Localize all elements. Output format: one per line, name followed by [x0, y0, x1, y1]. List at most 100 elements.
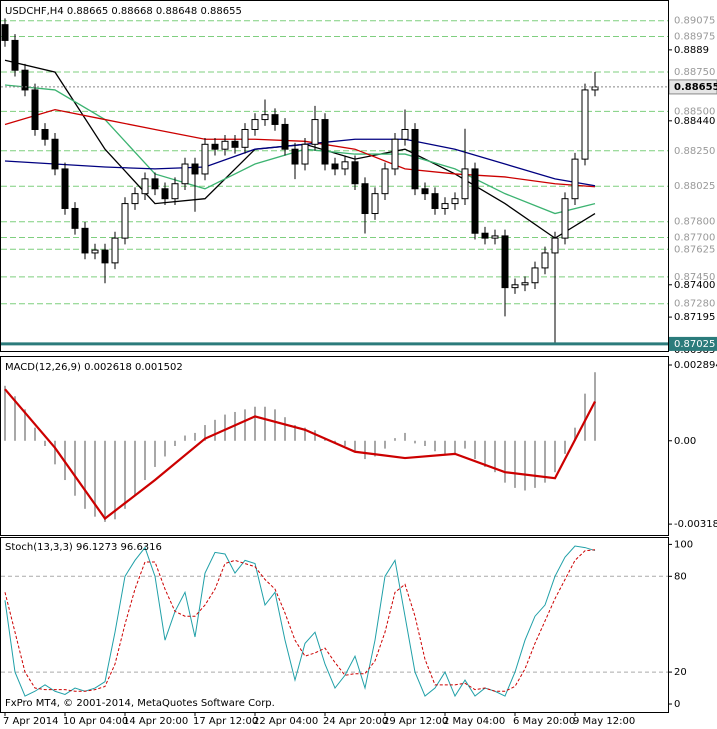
y-tick-label: -0.003184: [674, 519, 717, 530]
macd-bar: [384, 440, 386, 449]
y-tick-label: 80: [674, 571, 687, 582]
candle-body: [101, 249, 109, 264]
candle-body: [301, 143, 309, 165]
candle-body: [331, 163, 339, 170]
candle-body: [181, 163, 189, 185]
x-tick-label: 17 Apr 12:00: [193, 716, 258, 727]
macd-bar: [544, 440, 546, 483]
macd-bar: [144, 440, 146, 481]
candle-body: [571, 158, 579, 200]
level-label: 0.87625: [674, 244, 715, 255]
candle-body: [201, 143, 209, 175]
x-tick-label: 29 Apr 12:00: [383, 716, 448, 727]
candle-body: [541, 252, 549, 269]
candle-body: [461, 168, 469, 200]
y-tick-label: 0.87195: [674, 312, 715, 323]
support-box: [669, 336, 717, 351]
y-tick-label: 100: [674, 539, 693, 550]
level-label: 0.88750: [674, 67, 715, 78]
macd-bar: [344, 440, 346, 446]
macd-bar: [444, 440, 446, 454]
macd-bar: [264, 406, 266, 441]
stoch-line: [4, 549, 596, 692]
macd-bar: [394, 438, 396, 441]
candle-body: [271, 114, 279, 125]
candle-body: [401, 128, 409, 140]
candle-body: [351, 161, 359, 185]
candle-body: [21, 69, 29, 91]
candle-body: [491, 235, 499, 239]
candle-body: [221, 140, 229, 150]
macd-bar: [14, 396, 16, 441]
macd-bar: [494, 440, 496, 473]
candle-body: [551, 237, 559, 254]
macd-bar: [84, 440, 86, 509]
candle-body: [11, 39, 19, 71]
candle-body: [411, 128, 419, 190]
macd-bar: [564, 440, 566, 454]
level-label: 0.87450: [674, 272, 715, 283]
y-tick-label: 0.002894: [674, 360, 717, 371]
level-label: 0.88975: [674, 31, 715, 42]
level-label: 0.87700: [674, 232, 715, 243]
macd-bar: [164, 440, 166, 457]
x-tick-label: 9 May 12:00: [573, 716, 635, 727]
macd-bar: [54, 440, 56, 465]
candle-body: [381, 168, 389, 195]
macd-signal: [4, 388, 596, 521]
x-tick-label: 2 May 04:00: [443, 716, 505, 727]
macd-bar: [224, 414, 226, 441]
candle-body: [371, 193, 379, 215]
candle-body: [441, 203, 449, 209]
level-label: 0.88025: [674, 181, 715, 192]
candle-body: [391, 138, 399, 170]
macd-bar: [414, 440, 416, 444]
candle-body: [481, 232, 489, 239]
candle-body: [111, 237, 119, 264]
macd-bar: [474, 440, 476, 460]
macd-bar: [244, 409, 246, 441]
macd-bar: [374, 440, 376, 457]
candle-body: [131, 193, 139, 205]
candle-body: [241, 128, 249, 148]
x-tick-label: 24 Apr 20:00: [323, 716, 388, 727]
candle-body: [71, 207, 79, 229]
candle-body: [281, 123, 289, 150]
macd-bar: [174, 440, 176, 446]
candle-body: [421, 188, 429, 195]
level-label: 0.87800: [674, 217, 715, 228]
macd-bar: [184, 435, 186, 441]
candle-body: [41, 128, 49, 140]
candle-body: [431, 193, 439, 209]
candle-body: [31, 89, 39, 130]
candle-body: [291, 148, 299, 165]
y-tick-label: 0.8889: [674, 45, 709, 56]
chart-layer: 0.89075 0.88975 0.88750 0.88500 0.88250 0.880…: [1, 16, 717, 727]
macd-bar: [514, 440, 516, 488]
macd-bar: [504, 440, 506, 483]
macd-bar: [294, 425, 296, 441]
stoch-frame: [0, 537, 669, 713]
candle-body: [521, 282, 529, 286]
last-price-label: 0.88655: [674, 82, 717, 93]
candle-body: [51, 138, 59, 170]
macd-bar: [114, 440, 116, 520]
x-tick-label: 14 Apr 20:00: [123, 716, 188, 727]
candle-body: [451, 198, 459, 205]
macd-bar: [274, 409, 276, 441]
y-tick-label: 0: [674, 699, 680, 710]
macd-bar: [454, 440, 456, 454]
macd-frame: [0, 356, 669, 536]
candle-body: [141, 178, 149, 195]
y-tick-label: 0.88440: [674, 116, 715, 127]
macd-bar: [214, 419, 216, 441]
x-tick-label: 6 May 20:00: [513, 716, 575, 727]
level-label: 0.89075: [674, 16, 715, 27]
candle-body: [151, 178, 159, 190]
candle-body: [261, 114, 269, 121]
macd-bar: [404, 432, 406, 441]
y-tick-label: 20: [674, 667, 687, 678]
macd-bar: [304, 427, 306, 441]
macd-bar: [554, 440, 556, 473]
